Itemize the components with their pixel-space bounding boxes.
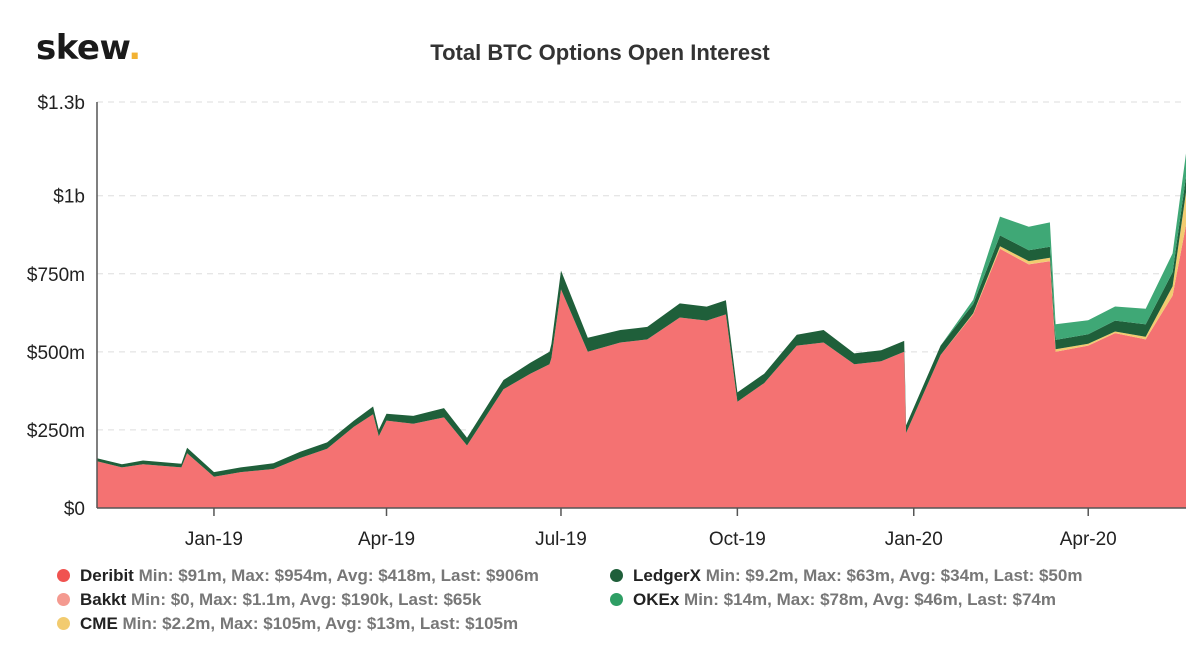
logo-text: skew bbox=[36, 28, 129, 68]
y-tick-label: $1b bbox=[53, 187, 85, 208]
legend-item-cme[interactable]: CME Min: $2.2m, Max: $105m, Avg: $13m, L… bbox=[57, 614, 518, 634]
ledgerx-legend-dot bbox=[610, 569, 623, 582]
cme-legend-dot bbox=[57, 617, 70, 630]
legend-stats: Min: $91m, Max: $954m, Avg: $418m, Last:… bbox=[138, 566, 539, 585]
legend-name: Deribit bbox=[80, 566, 134, 585]
deribit-legend-dot bbox=[57, 569, 70, 582]
y-tick-label: $1.3b bbox=[37, 93, 85, 114]
legend-item-bakkt[interactable]: Bakkt Min: $0, Max: $1.1m, Avg: $190k, L… bbox=[57, 590, 481, 610]
y-tick-label: $750m bbox=[27, 265, 85, 286]
x-tick-label: Oct-19 bbox=[709, 529, 766, 550]
legend-name: CME bbox=[80, 614, 118, 633]
x-tick-label: Apr-20 bbox=[1060, 529, 1117, 550]
legend-name: OKEx bbox=[633, 590, 680, 609]
legend-name: LedgerX bbox=[633, 566, 702, 585]
y-tick-label: $500m bbox=[27, 343, 85, 364]
logo-dot: . bbox=[128, 28, 141, 68]
bakkt-legend-dot bbox=[57, 593, 70, 606]
x-tick-label: Apr-19 bbox=[358, 529, 415, 550]
x-tick-label: Jul-19 bbox=[535, 529, 587, 550]
stacked-areas bbox=[97, 153, 1186, 508]
okex-legend-dot bbox=[610, 593, 623, 606]
legend-item-ledgerx[interactable]: LedgerX Min: $9.2m, Max: $63m, Avg: $34m… bbox=[610, 566, 1082, 586]
chart-title: Total BTC Options Open Interest bbox=[430, 40, 770, 65]
legend-item-okex[interactable]: OKEx Min: $14m, Max: $78m, Avg: $46m, La… bbox=[610, 590, 1056, 610]
x-tick-label: Jan-19 bbox=[185, 529, 243, 550]
axes: $0 $250m $500m $750m $1b $1.3b Jan-19 Apr-19 Jul… bbox=[27, 93, 1186, 550]
legend-stats: Min: $14m, Max: $78m, Avg: $46m, Last: $… bbox=[684, 590, 1056, 609]
deribit-area bbox=[97, 225, 1186, 508]
y-tick-label: $250m bbox=[27, 421, 85, 442]
legend-stats: Min: $2.2m, Max: $105m, Avg: $13m, Last:… bbox=[122, 614, 519, 633]
skew-logo: skew. bbox=[36, 28, 141, 68]
legend-name: Bakkt bbox=[80, 590, 127, 609]
legend-stats: Min: $0, Max: $1.1m, Avg: $190k, Last: $… bbox=[131, 590, 482, 609]
legend-item-deribit[interactable]: Deribit Min: $91m, Max: $954m, Avg: $418… bbox=[57, 566, 539, 586]
legend-stats: Min: $9.2m, Max: $63m, Avg: $34m, Last: … bbox=[705, 566, 1083, 585]
y-tick-label: $0 bbox=[64, 499, 85, 520]
x-tick-label: Jan-20 bbox=[885, 529, 943, 550]
